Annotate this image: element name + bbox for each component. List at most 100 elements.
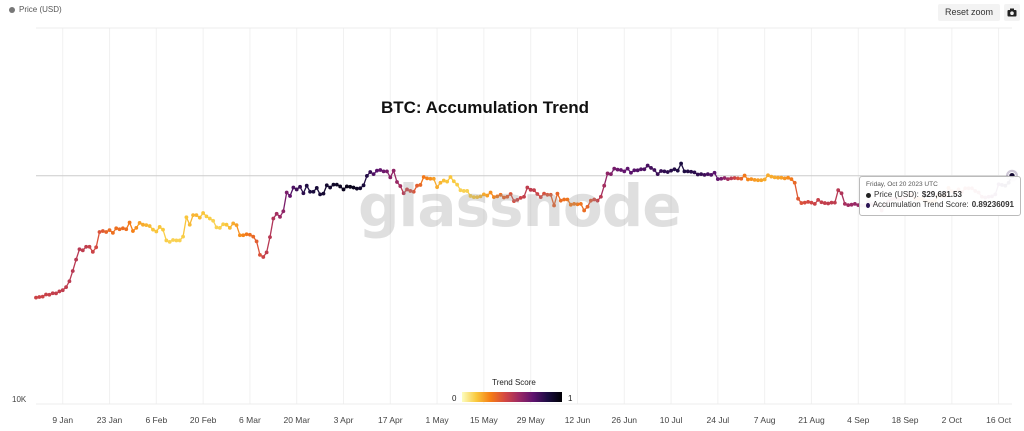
price-point[interactable] — [756, 178, 760, 183]
price-point[interactable] — [124, 227, 129, 232]
price-point[interactable] — [321, 191, 326, 196]
price-point[interactable] — [97, 230, 102, 234]
price-point[interactable] — [588, 198, 593, 203]
price-point[interactable] — [538, 195, 543, 200]
price-point[interactable] — [391, 168, 396, 173]
price-point[interactable] — [679, 161, 683, 166]
price-point[interactable] — [184, 215, 189, 220]
price-point[interactable] — [348, 184, 353, 189]
price-point[interactable] — [578, 201, 583, 206]
price-point[interactable] — [341, 187, 346, 192]
price-point[interactable] — [568, 202, 573, 207]
price-point[interactable] — [682, 169, 687, 174]
legend[interactable]: Price (USD) — [9, 5, 62, 14]
price-point[interactable] — [488, 190, 493, 195]
price-point[interactable] — [40, 294, 45, 299]
price-point[interactable] — [127, 220, 132, 225]
price-point[interactable] — [194, 213, 199, 218]
price-point[interactable] — [378, 168, 383, 172]
price-point[interactable] — [468, 194, 473, 198]
price-point[interactable] — [595, 198, 600, 203]
price-point[interactable] — [598, 194, 603, 199]
price-point[interactable] — [271, 216, 276, 221]
price-point[interactable] — [354, 186, 359, 191]
price-point[interactable] — [371, 172, 376, 177]
price-point[interactable] — [749, 177, 754, 182]
price-point[interactable] — [455, 182, 460, 187]
price-point[interactable] — [528, 187, 533, 192]
price-point[interactable] — [782, 176, 787, 181]
price-point[interactable] — [301, 191, 306, 196]
price-point[interactable] — [80, 248, 85, 253]
price-point[interactable] — [532, 188, 536, 193]
price-point[interactable] — [304, 183, 309, 188]
price-point[interactable] — [70, 269, 75, 273]
price-point[interactable] — [759, 178, 764, 183]
price-point[interactable] — [709, 172, 714, 177]
price-point[interactable] — [44, 292, 48, 297]
price-point[interactable] — [505, 194, 510, 199]
price-point[interactable] — [522, 194, 526, 199]
price-point[interactable] — [786, 175, 790, 180]
price-point[interactable] — [649, 166, 653, 170]
price-point[interactable] — [665, 170, 670, 174]
price-point[interactable] — [816, 197, 821, 202]
price-point[interactable] — [351, 185, 356, 190]
price-point[interactable] — [408, 189, 413, 193]
price-point[interactable] — [144, 223, 149, 228]
price-point[interactable] — [435, 185, 439, 190]
price-point[interactable] — [37, 295, 42, 299]
price-point[interactable] — [518, 196, 523, 200]
price-point[interactable] — [231, 221, 236, 226]
price-point[interactable] — [174, 238, 179, 243]
price-point[interactable] — [565, 197, 570, 202]
price-point[interactable] — [812, 201, 817, 206]
price-point[interactable] — [622, 169, 627, 174]
price-point[interactable] — [846, 203, 851, 208]
price-point[interactable] — [274, 211, 279, 216]
price-point[interactable] — [104, 230, 109, 234]
price-point[interactable] — [107, 228, 112, 233]
price-point[interactable] — [214, 225, 219, 230]
price-point[interactable] — [555, 191, 560, 196]
price-point[interactable] — [207, 216, 212, 221]
price-point[interactable] — [261, 255, 266, 259]
price-point[interactable] — [619, 168, 623, 172]
price-point[interactable] — [87, 244, 92, 249]
price-point[interactable] — [766, 173, 770, 178]
price-point[interactable] — [445, 179, 450, 184]
price-point[interactable] — [495, 194, 500, 199]
price-point[interactable] — [458, 188, 463, 193]
price-point[interactable] — [438, 180, 443, 185]
price-point[interactable] — [217, 225, 222, 230]
price-point[interactable] — [294, 187, 299, 192]
price-point[interactable] — [769, 174, 774, 179]
price-point[interactable] — [776, 175, 780, 180]
price-point[interactable] — [308, 189, 312, 194]
price-point[interactable] — [151, 227, 155, 232]
price-point[interactable] — [699, 172, 704, 177]
price-point[interactable] — [478, 194, 483, 199]
price-point[interactable] — [515, 197, 520, 202]
price-point[interactable] — [729, 176, 734, 181]
price-point[interactable] — [492, 195, 496, 200]
price-point[interactable] — [311, 189, 316, 194]
price-point[interactable] — [615, 167, 620, 172]
price-point[interactable] — [431, 176, 436, 181]
price-point[interactable] — [562, 197, 567, 202]
price-point[interactable] — [485, 193, 490, 198]
price-point[interactable] — [141, 222, 145, 227]
price-point[interactable] — [448, 175, 453, 179]
price-point[interactable] — [314, 186, 319, 190]
price-point[interactable] — [361, 183, 366, 188]
price-point[interactable] — [645, 163, 650, 168]
price-point[interactable] — [34, 295, 38, 300]
price-point[interactable] — [609, 172, 613, 177]
price-point[interactable] — [548, 192, 553, 197]
price-point[interactable] — [639, 167, 643, 172]
price-point[interactable] — [558, 198, 563, 203]
price-point[interactable] — [258, 253, 262, 257]
price-point[interactable] — [451, 179, 456, 184]
price-point[interactable] — [368, 170, 373, 174]
price-point[interactable] — [324, 183, 329, 188]
